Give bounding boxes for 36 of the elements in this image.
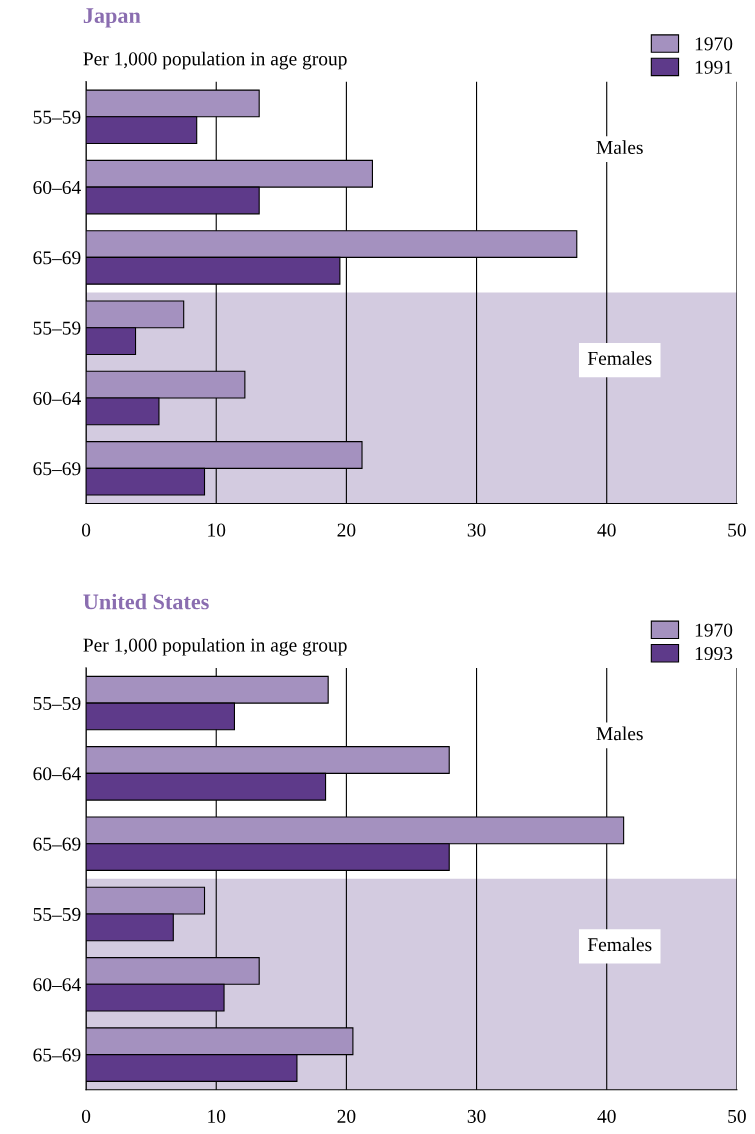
x-tick-label: 40	[597, 523, 616, 537]
chart-subtitle: Per 1,000 population in age group	[83, 51, 347, 70]
legend-label: 1993	[695, 647, 733, 661]
x-tick-label: 30	[467, 1109, 486, 1123]
x-tick-label: 50	[728, 523, 746, 537]
x-tick-label: 40	[597, 1109, 616, 1123]
y-tick-label: 55–59	[33, 907, 81, 921]
y-tick-label: 65–69	[33, 251, 81, 265]
annotation: Males	[596, 140, 643, 155]
y-tick-label: 55–59	[33, 696, 81, 711]
x-tick-label: 30	[467, 523, 486, 537]
legend-label: 1991	[695, 60, 732, 74]
x-tick-label: 10	[208, 1109, 226, 1123]
x-tick-label: 0	[81, 523, 91, 537]
x-tick-label: 0	[81, 1109, 91, 1123]
x-tick-label: 20	[337, 1109, 356, 1123]
y-tick-label: 55–59	[33, 321, 81, 335]
y-tick-label: 60–64	[33, 391, 81, 405]
y-tick-label: 65–69	[33, 1048, 81, 1062]
x-tick-label: 50	[728, 1109, 746, 1123]
y-tick-label: 55–59	[33, 110, 81, 124]
chart-title: Japan	[83, 8, 141, 28]
chart-subtitle: Per 1,000 population in age group	[83, 637, 347, 656]
y-tick-label: 65–69	[33, 462, 81, 476]
y-tick-label: 65–69	[33, 837, 81, 851]
x-tick-label: 20	[337, 523, 356, 537]
annotation: Females	[587, 351, 652, 365]
annotation: Females	[587, 937, 652, 952]
y-tick-label: 60–64	[33, 978, 81, 992]
annotation: Males	[596, 726, 643, 741]
x-tick-label: 10	[208, 523, 226, 537]
legend-label: 1970	[695, 623, 733, 637]
y-tick-label: 60–64	[33, 767, 81, 781]
chart-title: United States	[83, 593, 209, 610]
legend-label: 1970	[695, 37, 733, 51]
y-tick-label: 60–64	[33, 180, 81, 195]
